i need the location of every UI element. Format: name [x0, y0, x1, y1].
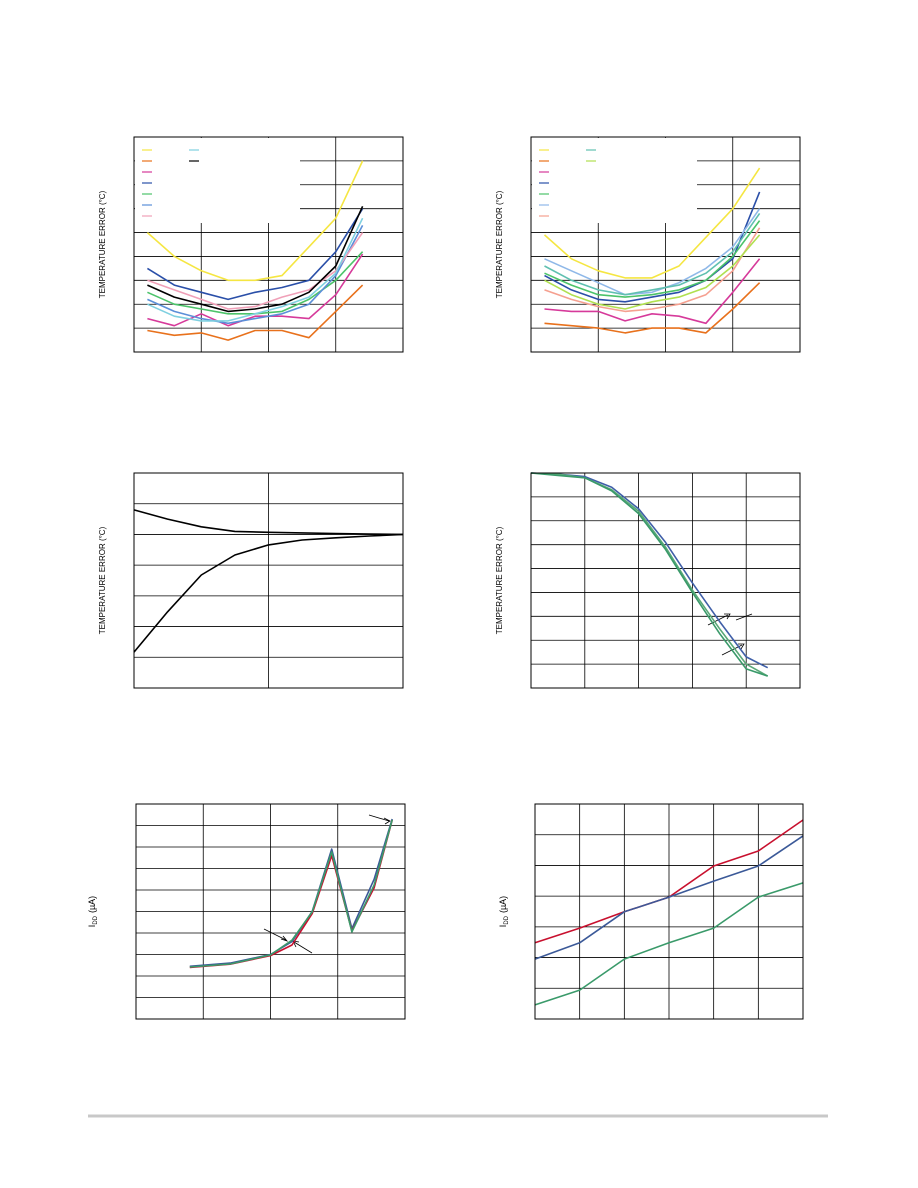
annotation-arrow	[368, 814, 391, 825]
y-axis-label-part: I	[87, 925, 97, 928]
series-line	[544, 234, 761, 310]
legend-box	[532, 138, 697, 223]
annotation-arrow	[263, 928, 289, 942]
series-line	[530, 472, 769, 677]
y-axis-label-part: (µA)	[87, 896, 97, 913]
series-line	[544, 258, 761, 325]
series-line	[133, 533, 404, 653]
plot-frame	[133, 136, 404, 353]
y-axis-label-part: DD	[93, 915, 99, 924]
series-line	[544, 220, 761, 298]
y-axis-label: IDD (µA)	[498, 896, 510, 927]
series-line	[530, 472, 768, 677]
y-axis-label-part: DD	[504, 915, 510, 924]
series-line	[146, 208, 364, 301]
plot-frame	[135, 803, 406, 1020]
y-axis-label: TEMPERATURE ERROR (°C)	[495, 526, 504, 634]
y-axis-label-part: I	[498, 925, 508, 928]
plot-frame	[530, 136, 801, 353]
series-line	[147, 253, 364, 327]
series-line	[544, 227, 761, 313]
series-line	[544, 282, 761, 334]
series-line	[189, 819, 393, 969]
series-line	[544, 212, 761, 296]
series-line	[189, 818, 393, 968]
series-line	[147, 284, 364, 341]
plot-frame	[534, 803, 804, 1020]
legend-box	[135, 138, 300, 223]
series-line	[543, 167, 761, 279]
series-line	[544, 208, 761, 296]
y-axis-label: IDD (µA)	[87, 896, 99, 927]
series-line	[147, 232, 364, 310]
series-line	[534, 882, 804, 1006]
annotation-arrow	[735, 613, 753, 621]
y-axis-label: TEMPERATURE ERROR (°C)	[98, 190, 107, 298]
plot-frame	[133, 472, 404, 689]
series-line	[147, 225, 364, 325]
y-axis-label-part: (µA)	[498, 896, 508, 913]
series-line	[146, 160, 364, 282]
series-line	[147, 205, 364, 313]
annotation-arrow	[292, 940, 313, 954]
series-line	[544, 191, 761, 303]
series-line	[133, 509, 404, 536]
series-line	[530, 472, 769, 669]
plot-frame	[530, 472, 801, 689]
series-line	[147, 217, 364, 322]
y-axis-label: TEMPERATURE ERROR (°C)	[495, 190, 504, 298]
y-axis-label: TEMPERATURE ERROR (°C)	[98, 526, 107, 634]
series-line	[189, 819, 393, 968]
series-line	[534, 835, 804, 960]
